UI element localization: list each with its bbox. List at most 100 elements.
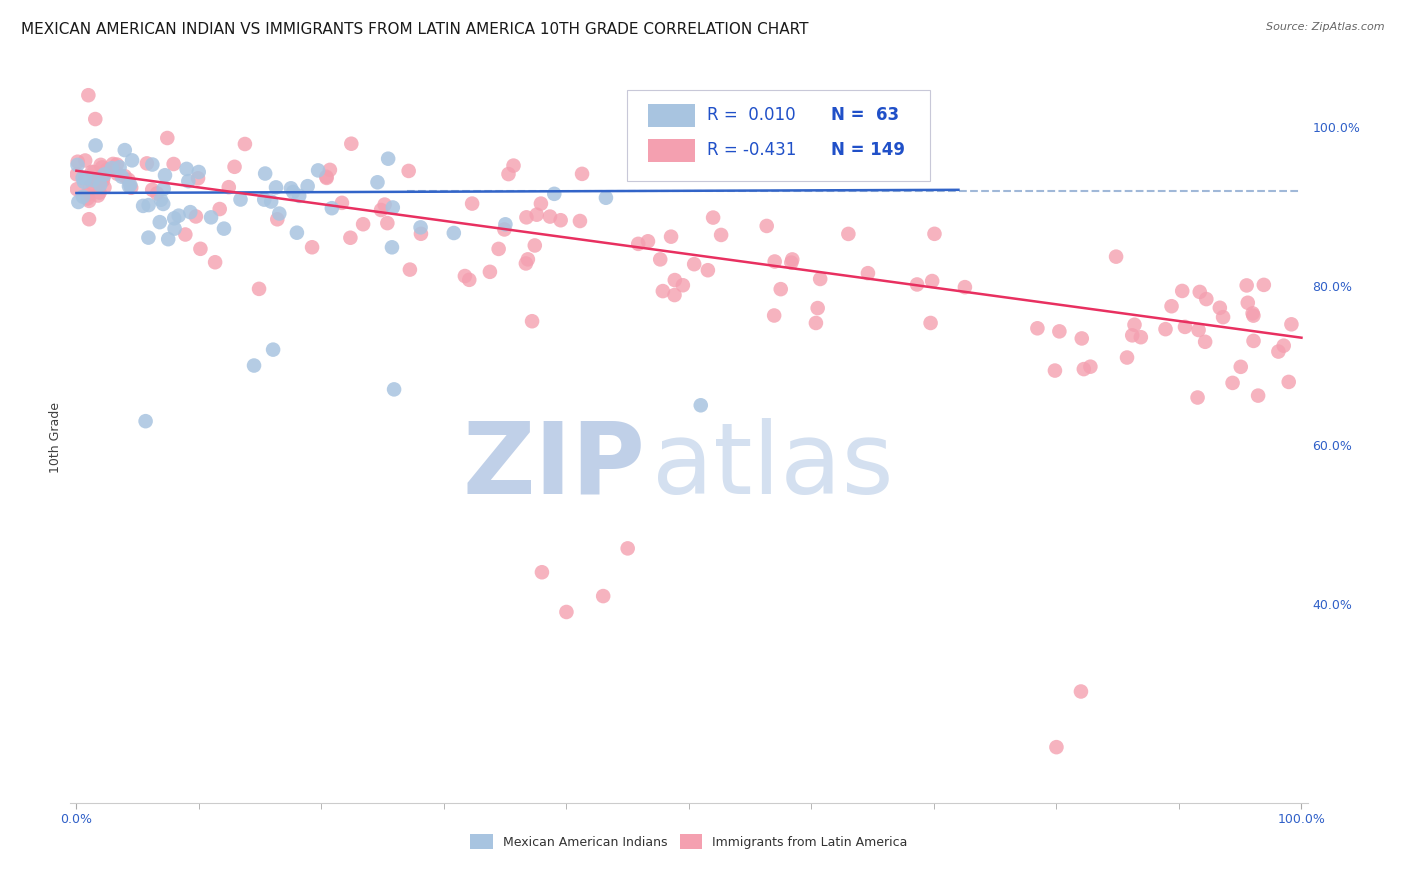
Point [377,216,399,230]
Point [808,272,831,286]
Point [555,605,578,619]
Point [135,156,157,170]
Point [224,160,246,174]
Point [1236,278,1258,293]
Point [1105,250,1128,264]
Point [1116,351,1139,365]
Point [77,212,100,227]
Point [763,309,786,323]
Point [1229,359,1251,374]
Point [229,193,252,207]
Point [174,227,197,242]
Point [595,191,617,205]
Point [247,282,270,296]
Point [101,157,124,171]
Text: atlas: atlas [652,417,893,515]
Point [269,206,291,220]
Point [156,131,179,145]
Point [683,257,706,271]
Point [637,235,659,249]
Point [1129,330,1152,344]
Point [301,240,323,254]
Point [89,178,111,192]
Point [488,242,510,256]
Point [458,273,481,287]
Point [837,227,859,241]
Point [382,383,405,397]
Point [72,170,94,185]
Point [377,152,399,166]
Point [650,252,672,267]
Point [672,278,695,293]
Point [1121,328,1143,343]
Text: N =  63: N = 63 [831,106,900,124]
Point [141,157,163,171]
Point [89,186,111,200]
Point [409,227,432,241]
Point [82,177,104,191]
Point [66,154,89,169]
Point [352,217,374,231]
Point [780,252,803,267]
Point [254,167,277,181]
Point [804,316,827,330]
Point [76,192,98,206]
Point [319,162,342,177]
Point [132,199,155,213]
Point [1195,292,1218,306]
Point [1194,334,1216,349]
Point [167,209,190,223]
Point [200,211,222,225]
Point [1222,376,1244,390]
Y-axis label: 10th Grade: 10th Grade [49,401,62,473]
Point [253,193,276,207]
Point [157,232,180,246]
Point [138,198,160,212]
Point [117,173,139,187]
Point [1070,331,1092,345]
Point [187,165,209,179]
Point [76,188,98,202]
Point [114,143,136,157]
Point [1241,309,1264,323]
Point [571,167,593,181]
Point [398,164,420,178]
Point [1236,295,1258,310]
Point [146,186,169,201]
Point [86,172,108,186]
Point [1154,322,1177,336]
Point [101,161,124,176]
Point [381,201,404,215]
Point [1272,339,1295,353]
Point [1047,324,1070,338]
Legend: Mexican American Indians, Immigrants from Latin America: Mexican American Indians, Immigrants fro… [470,834,908,849]
Point [454,268,477,283]
Point [283,185,305,199]
Point [664,288,686,302]
Point [176,161,198,176]
Bar [648,103,695,127]
Point [218,180,240,194]
Point [118,179,141,194]
Point [856,266,879,280]
Point [1241,306,1264,320]
Point [93,169,115,184]
Point [702,211,724,225]
Point [1253,277,1275,292]
Point [543,186,565,201]
Point [494,217,516,231]
Point [370,202,392,217]
Point [66,182,89,196]
Point [592,589,614,603]
Point [72,190,94,204]
Point [1212,310,1234,325]
Point [233,136,256,151]
Point [152,182,174,196]
Point [1278,375,1301,389]
Point [98,162,121,177]
Point [321,201,343,215]
Point [763,254,786,268]
Point [285,226,308,240]
Point [689,398,711,412]
Text: MEXICAN AMERICAN INDIAN VS IMMIGRANTS FROM LATIN AMERICA 10TH GRADE CORRELATION : MEXICAN AMERICAN INDIAN VS IMMIGRANTS FR… [21,22,808,37]
